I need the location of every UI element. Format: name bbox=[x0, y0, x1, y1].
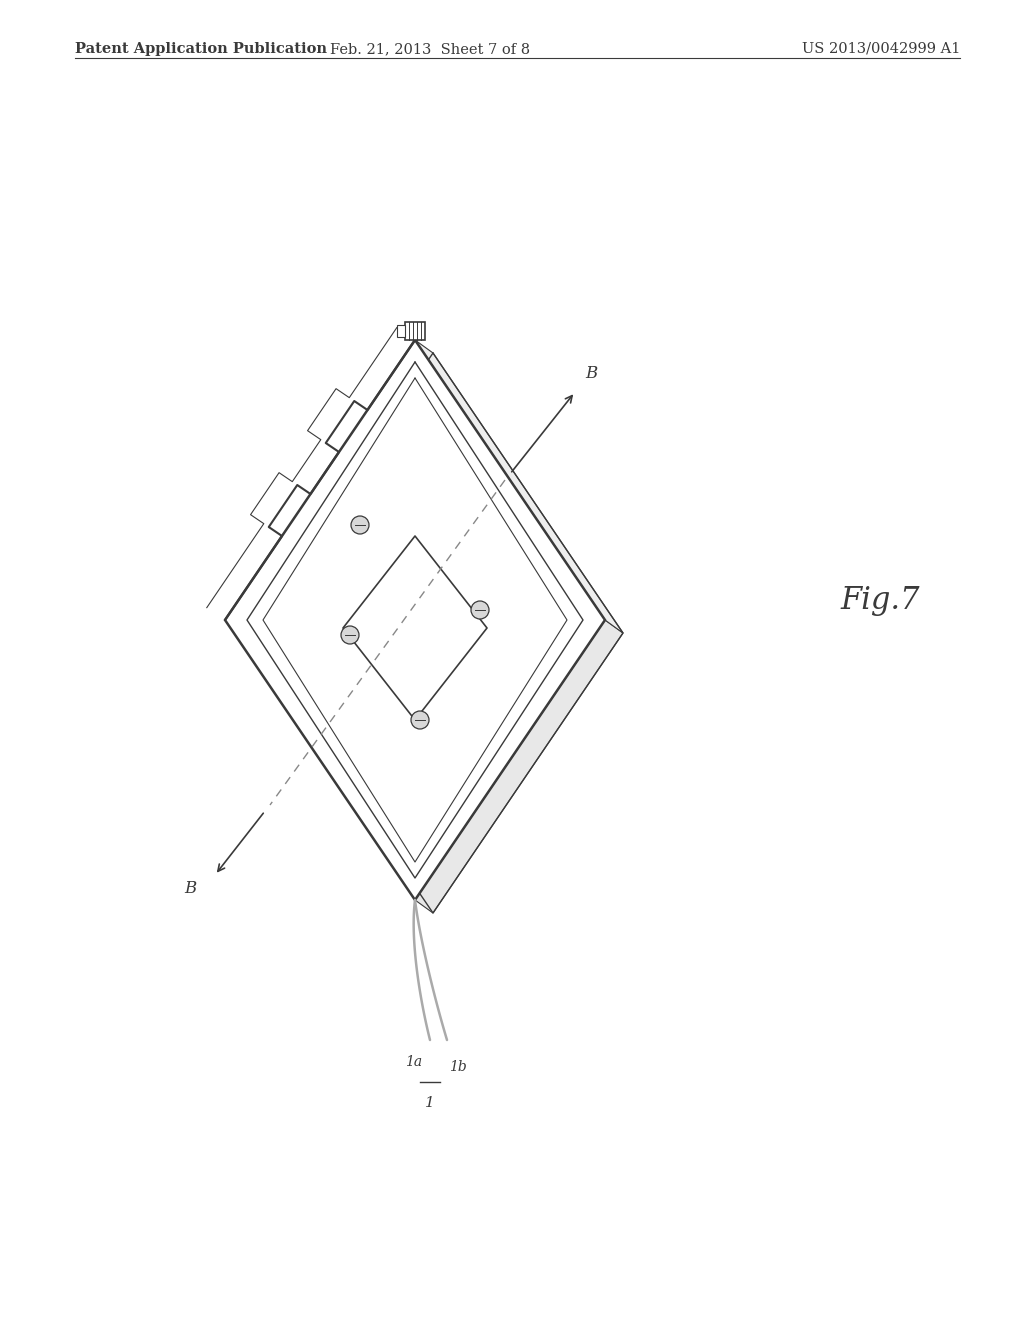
Text: 1a: 1a bbox=[404, 1055, 422, 1069]
Polygon shape bbox=[415, 341, 623, 634]
Circle shape bbox=[351, 516, 369, 535]
Polygon shape bbox=[343, 536, 487, 719]
Circle shape bbox=[411, 711, 429, 729]
Text: Feb. 21, 2013  Sheet 7 of 8: Feb. 21, 2013 Sheet 7 of 8 bbox=[330, 42, 530, 55]
Polygon shape bbox=[225, 341, 605, 900]
Text: US 2013/0042999 A1: US 2013/0042999 A1 bbox=[802, 42, 961, 55]
Circle shape bbox=[471, 601, 489, 619]
Polygon shape bbox=[406, 322, 425, 341]
Text: Patent Application Publication: Patent Application Publication bbox=[75, 42, 327, 55]
Polygon shape bbox=[397, 325, 406, 337]
Text: B: B bbox=[184, 880, 197, 898]
Text: Fig.7: Fig.7 bbox=[841, 585, 920, 615]
Polygon shape bbox=[205, 338, 625, 902]
Circle shape bbox=[341, 626, 359, 644]
Text: 1b: 1b bbox=[449, 1060, 467, 1074]
Text: B: B bbox=[585, 366, 597, 381]
Polygon shape bbox=[415, 620, 623, 913]
Text: 1: 1 bbox=[425, 1096, 435, 1110]
